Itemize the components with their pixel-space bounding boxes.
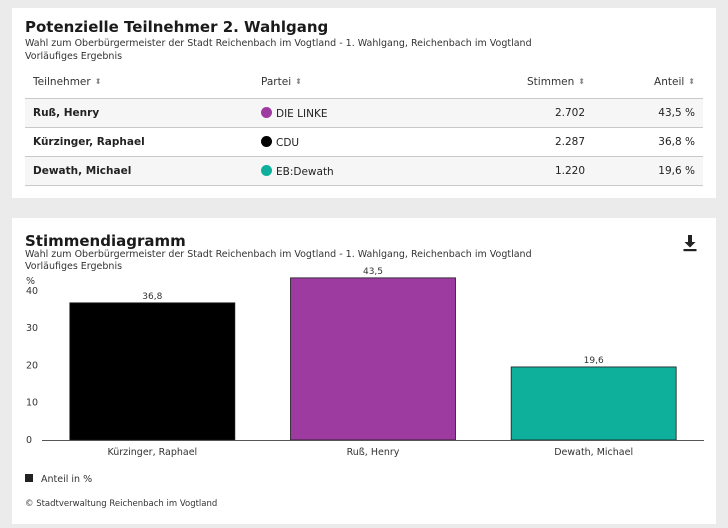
party-name: EB:Dewath [276,166,334,178]
column-header-partei[interactable]: Partei ⬍ [261,76,302,88]
y-tick-label: 40 [26,286,38,297]
chart-bar [290,277,456,441]
y-tick-label: 30 [26,323,38,334]
chart-title: Stimmendiagramm [25,232,186,250]
party-color-dot [261,136,272,147]
x-tick-label: Ruß, Henry [347,447,400,458]
votes-value: 2.287 [554,136,585,148]
party-name: DIE LINKE [276,108,328,120]
column-header-teilnehmer[interactable]: Teilnehmer ⬍ [33,76,101,88]
party-cell: DIE LINKE [261,107,327,120]
download-icon[interactable] [682,234,698,252]
chart-subtitle-result: Vorläufiges Ergebnis [25,261,123,272]
chart-subtitle: Wahl zum Oberbürgermeister der Stadt Rei… [25,249,532,260]
party-color-dot [261,107,272,118]
party-cell: CDU [261,136,299,149]
candidate-name: Kürzinger, Raphael [33,136,145,148]
legend-swatch [25,474,33,482]
candidate-name: Dewath, Michael [33,165,132,177]
chart-legend: Anteil in % [25,474,92,485]
x-tick-label: Dewath, Michael [554,447,633,458]
column-header-label: Stimmen [527,76,575,88]
candidate-name: Ruß, Henry [33,107,100,119]
legend-label: Anteil in % [41,474,93,485]
bar-value-label: 36,8 [142,292,162,302]
y-axis-unit: % [26,276,35,287]
share-value: 19,6 % [658,165,695,177]
y-tick-label: 0 [26,435,32,446]
sort-icon[interactable]: ⬍ [295,77,302,86]
table-subtitle-result: Vorläufiges Ergebnis [25,51,123,62]
votes-value: 2.702 [554,107,585,119]
column-header-label: Teilnehmer [33,76,91,88]
sort-icon[interactable]: ⬍ [94,77,102,86]
party-color-dot [261,165,272,176]
chart-bar [510,366,677,441]
sort-icon[interactable]: ⬍ [688,77,695,86]
x-tick-label: Kürzinger, Raphael [107,447,197,458]
candidates-table-card: Potenzielle Teilnehmer 2. Wahlgang Wahl … [12,8,716,198]
share-value: 36,8 % [658,136,695,148]
table-row: Ruß, Henry DIE LINKE 2.702 43,5 % [25,98,703,127]
column-header-stimmen[interactable]: Stimmen ⬍ [527,76,585,88]
table-title: Potenzielle Teilnehmer 2. Wahlgang [25,18,329,36]
column-header-label: Anteil [654,76,685,88]
y-tick-label: 10 [26,398,38,409]
share-value: 43,5 % [658,107,695,119]
vote-chart-card: % 0 10 20 30 40 36,8 Kürzinger, Raphael 43,5 Ruß,… [12,218,716,524]
party-name: CDU [276,137,300,149]
download-icon-glyph [683,235,697,252]
party-cell: EB:Dewath [261,165,334,178]
copyright-credit: © Stadtverwaltung Reichenbach im Vogtlan… [25,499,218,509]
chart-bar [69,302,236,441]
bar-value-label: 19,6 [584,356,604,366]
table-row: Dewath, Michael EB:Dewath 1.220 19,6 % [25,156,703,186]
votes-value: 1.220 [554,165,585,177]
sort-icon[interactable]: ⬍ [578,77,585,86]
column-header-anteil[interactable]: Anteil ⬍ [654,76,695,88]
column-header-label: Partei [261,76,292,88]
bar-value-label: 43,5 [363,267,383,277]
table-row: Kürzinger, Raphael CDU 2.287 36,8 % [25,127,703,156]
bar-chart: % 0 10 20 30 40 36,8 Kürzinger, Raphael 43,5 Ruß,… [26,267,704,458]
y-tick-label: 20 [26,360,38,371]
table-subtitle: Wahl zum Oberbürgermeister der Stadt Rei… [25,38,532,49]
